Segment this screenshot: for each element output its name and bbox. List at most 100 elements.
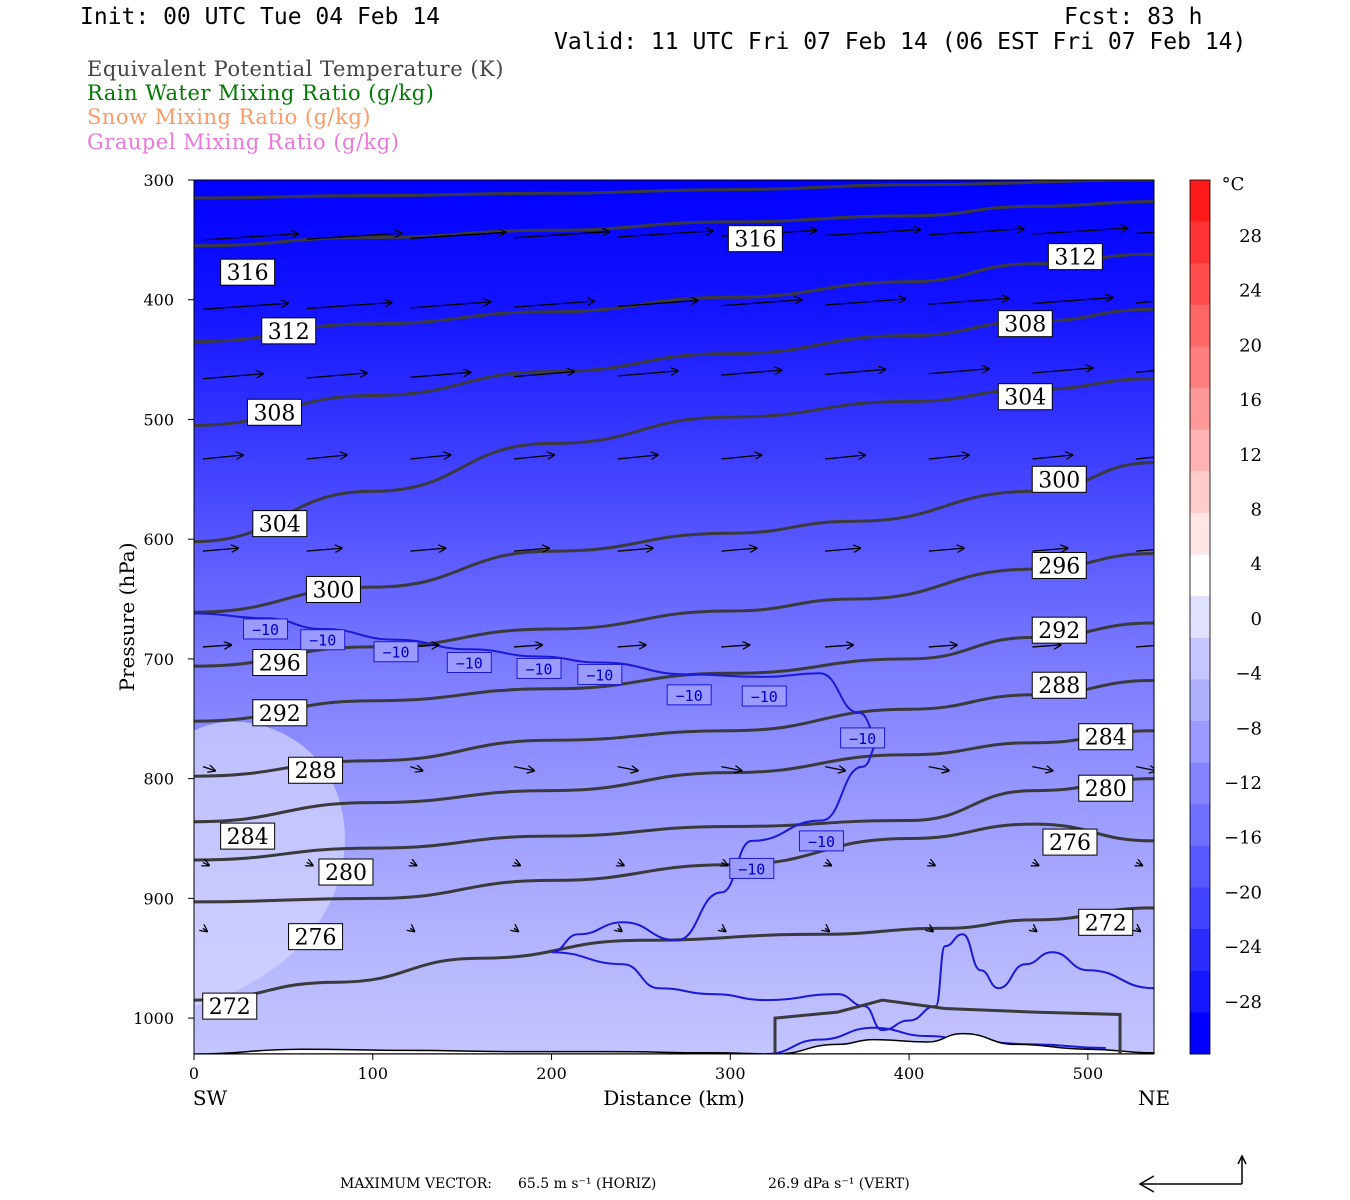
theta-e-label-box (318, 858, 374, 886)
legend-theta-e: Equivalent Potential Temperature (K) (87, 57, 504, 81)
wind-vector (825, 299, 905, 306)
wind-vector (513, 301, 594, 308)
theta-e-label-box (997, 383, 1053, 411)
theta-e-label-box (252, 648, 308, 676)
y-tick-label: 500 (143, 410, 174, 429)
theta-e-label: 280 (325, 861, 367, 886)
wind-vector (617, 455, 658, 459)
wind-vector (721, 370, 781, 376)
sw-label: SW (193, 1086, 228, 1110)
theta-e-label: 308 (253, 401, 295, 426)
wind-vector (1136, 928, 1140, 931)
theta-e-label: 300 (312, 578, 354, 603)
theta-e-contour-316 (194, 180, 1154, 200)
colorbar-segment (1190, 804, 1210, 847)
colorbar-tick-label: −8 (1235, 718, 1262, 739)
theta-e-label: 312 (268, 320, 310, 345)
colorbar-segment (1190, 596, 1210, 639)
wind-vector (825, 548, 860, 551)
y-tick-label: 700 (143, 650, 174, 669)
theta-e-label-box (1047, 243, 1103, 271)
wind-vector (202, 645, 231, 647)
theta-e-label-box (1078, 723, 1134, 751)
theta-e-contour-284 (194, 679, 1154, 778)
wind-vector (513, 645, 542, 647)
wind-vector (928, 298, 1009, 305)
init-time: Init: 00 UTC Tue 04 Feb 14 (80, 4, 441, 30)
temp-label-box (577, 663, 623, 685)
wind-vector (825, 928, 829, 931)
colorbar-tick-label: 4 (1251, 554, 1262, 575)
theta-e-label: 284 (227, 825, 269, 850)
colorbar: °C 28 24 20 16 12 8 4 0 −4 −8 −12 −16 −20 −24 −28 (1189, 174, 1262, 1055)
colorbar-segment (1190, 721, 1210, 764)
colorbar-segment (1190, 1012, 1210, 1055)
wind-vector (203, 862, 209, 865)
theta-e-label-box (1031, 552, 1087, 580)
theta-e-contour-308 (194, 252, 1154, 344)
theta-e-label-box (220, 258, 276, 286)
wind-vector (307, 862, 313, 865)
theta-e-label: 304 (259, 513, 301, 538)
wind-vector (1032, 368, 1092, 374)
theta-e-label-box (727, 225, 783, 253)
legend-graupel: Graupel Mixing Ratio (g/kg) (87, 130, 400, 154)
temp-label-box (300, 629, 346, 651)
colorbar-tick-label: 0 (1251, 609, 1262, 630)
x-tick-label: 300 (715, 1064, 746, 1083)
temp-label: −10 (456, 654, 483, 672)
wind-vector (928, 645, 957, 647)
wind-vector (1032, 228, 1127, 235)
colorbar-unit: °C (1222, 174, 1245, 195)
theta-e-label-box (1031, 465, 1087, 493)
theta-e-label-box (220, 822, 276, 850)
cross-section-chart: 3163123083043002962922882842802762723163… (115, 171, 1262, 1110)
colorbar-tick-label: −28 (1224, 992, 1262, 1013)
temp-label: −10 (808, 833, 835, 851)
temp-label-box (516, 657, 562, 679)
theta-e-label-box (1031, 616, 1087, 644)
temp-label: −10 (309, 632, 336, 650)
wind-vector (824, 455, 865, 459)
theta-e-label: 276 (1049, 831, 1091, 856)
colorbar-tick-label: −16 (1224, 828, 1262, 849)
colorbar-segment (1190, 970, 1210, 1013)
theta-e-label: 316 (227, 261, 269, 286)
wind-vector (410, 548, 445, 551)
theta-e-label: 292 (259, 702, 301, 727)
colorbar-tick-label: 24 (1239, 281, 1262, 302)
temp-label: −10 (751, 688, 778, 706)
forecast-hour: Fcst: 83 h (1064, 4, 1203, 30)
wind-vector (721, 645, 749, 647)
maximum-vector-label: MAXIMUM VECTOR: (340, 1176, 492, 1192)
wind-vector (928, 229, 1024, 236)
wind-vector (513, 372, 574, 378)
wind-vector (514, 928, 518, 931)
temp-label-box (729, 857, 775, 879)
wind-vector (410, 767, 422, 771)
theta-e-label: 288 (1038, 674, 1080, 699)
theta-e-label: 308 (1004, 313, 1046, 338)
colorbar-tick-label: 20 (1239, 335, 1262, 356)
wind-vector (1136, 231, 1154, 235)
wind-vector (1032, 767, 1052, 771)
wind-vector (617, 231, 713, 238)
theta-e-contour-288 (194, 621, 1154, 723)
colorbar-segment (1190, 180, 1210, 223)
wind-vector (929, 928, 933, 931)
colorbar-segment (1190, 346, 1210, 389)
wind-vector (1136, 300, 1154, 304)
theta-e-label-box (261, 317, 317, 345)
plot-border (193, 179, 1155, 1055)
wind-vector (410, 928, 414, 931)
theta-e-label: 300 (1038, 468, 1080, 493)
temp-label: −10 (738, 860, 765, 878)
colorbar-tick-label: −24 (1224, 937, 1262, 958)
valid-time: Valid: 11 UTC Fri 07 Feb 14 (06 EST Fri … (554, 29, 1247, 55)
colorbar-segment (1190, 762, 1210, 805)
colorbar-segment (1190, 679, 1210, 722)
theta-e-label: 296 (1038, 555, 1080, 580)
wind-vector (410, 302, 490, 309)
theta-e-contour-280 (194, 729, 1154, 824)
wind-vector (1136, 862, 1142, 865)
